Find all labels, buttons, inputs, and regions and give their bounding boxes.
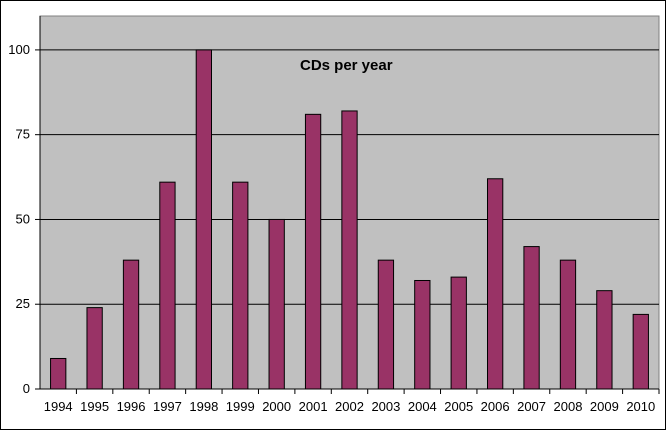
x-tick-label: 2010	[626, 399, 655, 414]
y-tick-label: 75	[16, 127, 30, 142]
bar-2001	[304, 113, 322, 390]
bar-2003	[377, 259, 395, 390]
x-tick-label: 2000	[262, 399, 291, 414]
x-tick-label: 1994	[44, 399, 73, 414]
bar-1997	[159, 181, 176, 390]
y-tick-label: 25	[16, 296, 30, 311]
x-tick-label: 2002	[335, 399, 364, 414]
bars	[50, 49, 649, 390]
bar-2002	[341, 110, 358, 390]
x-tick-label: 2008	[554, 399, 583, 414]
chart-title: CDs per year	[300, 57, 393, 74]
x-tick-label: 1997	[153, 399, 182, 414]
x-tick-label: 2009	[590, 399, 619, 414]
bar-1996	[122, 259, 140, 390]
x-tick-label: 2005	[444, 399, 473, 414]
bar-1999	[232, 181, 249, 390]
axes	[35, 16, 660, 394]
x-tick-label: 2004	[408, 399, 437, 414]
bar-2009	[596, 290, 613, 390]
x-tick-label: 1996	[117, 399, 146, 414]
bar-2008	[559, 259, 577, 390]
y-tick-label: 50	[16, 211, 30, 226]
bar-2010	[632, 313, 649, 390]
bar-1994	[50, 357, 67, 390]
y-tick-label: 0	[23, 381, 30, 396]
tick-labels: 0 25 50 75 100 1994 1995 1996 1997 1998 1999 2000 20…	[8, 42, 655, 414]
x-tick-label: 2007	[517, 399, 546, 414]
bar-2004	[414, 279, 431, 390]
bar-1998	[195, 49, 212, 390]
x-tick-label: 1999	[226, 399, 255, 414]
x-tick-label: 1995	[80, 399, 109, 414]
bar-2007	[523, 246, 540, 390]
x-tick-label: 2003	[371, 399, 400, 414]
bar-2006	[487, 178, 504, 390]
y-tick-label: 100	[8, 42, 30, 57]
x-tick-label: 1998	[189, 399, 218, 414]
x-tick-label: 2001	[299, 399, 328, 414]
bar-2005	[450, 276, 467, 390]
bar-2000	[268, 218, 285, 390]
x-tick-label: 2006	[481, 399, 510, 414]
bar-1995	[86, 307, 103, 390]
